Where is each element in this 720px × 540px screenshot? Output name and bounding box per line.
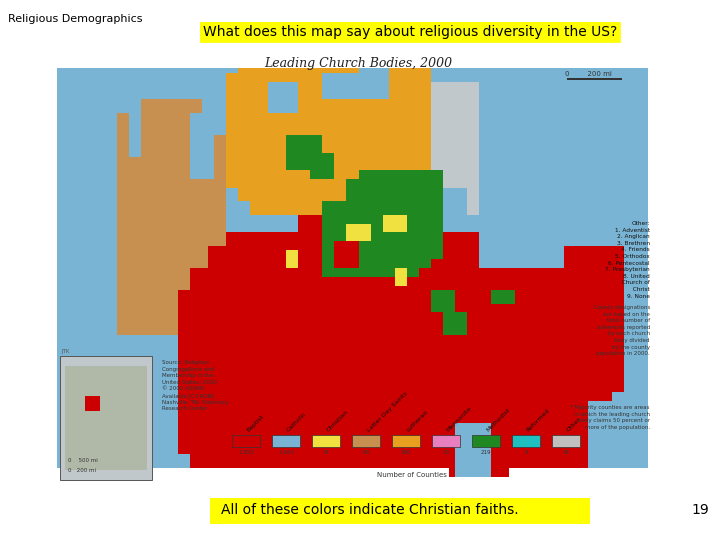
Bar	[443, 313, 467, 335]
Bar	[567, 78, 622, 80]
Bar	[117, 113, 178, 335]
Text: All of these colors indicate Christian faiths.: All of these colors indicate Christian f…	[221, 503, 519, 517]
Text: 72: 72	[323, 450, 330, 455]
Bar	[60, 356, 152, 480]
Bar	[85, 396, 100, 411]
Bar	[178, 290, 268, 455]
Bar	[395, 268, 407, 286]
Text: 1,352: 1,352	[238, 450, 254, 455]
Text: 10: 10	[443, 450, 449, 455]
Bar	[371, 188, 431, 250]
Bar	[334, 241, 359, 268]
Text: Mennonite: Mennonite	[446, 406, 473, 433]
Bar	[382, 215, 407, 233]
Bar	[57, 46, 660, 490]
Bar	[359, 170, 443, 259]
Bar	[286, 135, 323, 170]
Text: Religious Demographics: Religious Demographics	[8, 14, 143, 24]
Bar	[479, 68, 648, 268]
Bar	[226, 73, 389, 188]
Text: Other:
1. Adventist
2. Anglican
3. Brethren
4. Friends
5. Orthodox
6. Pentecosta: Other: 1. Adventist 2. Anglican 3. Breth…	[606, 221, 650, 299]
Bar	[57, 68, 648, 468]
Bar	[189, 277, 286, 445]
Bar	[443, 410, 467, 468]
Bar	[310, 153, 334, 179]
Bar	[65, 366, 147, 470]
Bar	[57, 46, 660, 490]
Text: Source: Religious
Congregations and
Membership in the
United States: 2000
© 2002: Source: Religious Congregations and Memb…	[162, 360, 229, 411]
Bar	[552, 435, 580, 447]
Bar	[57, 201, 105, 423]
Bar	[200, 22, 620, 42]
Bar	[298, 215, 323, 233]
Bar	[491, 68, 648, 246]
Bar	[141, 99, 202, 290]
Bar	[491, 290, 516, 303]
Bar	[392, 435, 420, 447]
Text: Christian: Christian	[326, 409, 349, 433]
Bar	[432, 435, 460, 447]
Text: Other: Other	[566, 417, 582, 433]
Bar	[250, 68, 431, 215]
Text: Reformed: Reformed	[526, 408, 551, 433]
Bar	[564, 246, 624, 393]
Bar	[210, 498, 590, 524]
Text: Leading Church Bodies, 2000: Leading Church Bodies, 2000	[264, 57, 453, 71]
Bar	[389, 82, 479, 170]
Text: 35: 35	[562, 450, 570, 455]
Text: 219: 219	[481, 450, 491, 455]
Bar	[208, 246, 575, 468]
Bar	[552, 268, 612, 401]
Bar	[323, 73, 359, 99]
Text: 1,164: 1,164	[278, 450, 294, 455]
Text: 250: 250	[401, 450, 411, 455]
Bar	[130, 99, 189, 321]
Bar	[286, 250, 298, 268]
Bar	[200, 22, 620, 42]
Bar	[449, 401, 509, 477]
Bar	[130, 99, 141, 157]
Text: 60: 60	[362, 450, 369, 455]
Text: Methodist: Methodist	[486, 408, 511, 433]
Bar	[268, 82, 298, 113]
Text: Latter Day Saints: Latter Day Saints	[366, 391, 408, 433]
Bar	[455, 423, 491, 477]
Text: Number of Counties: Number of Counties	[377, 472, 447, 478]
Bar	[232, 435, 260, 447]
Bar	[352, 435, 380, 447]
Bar	[512, 435, 540, 447]
Text: 9: 9	[524, 450, 528, 455]
Text: 19: 19	[691, 503, 709, 517]
Bar	[189, 113, 214, 179]
Text: 0    500 mi: 0 500 mi	[68, 458, 98, 463]
Bar	[431, 135, 491, 188]
Text: * Majority counties are areas
in which the leading church
body claims 50 percent: * Majority counties are areas in which t…	[570, 405, 650, 430]
Text: Baptist: Baptist	[246, 414, 265, 433]
Bar	[359, 68, 389, 99]
Bar	[346, 224, 371, 241]
Bar	[346, 179, 431, 268]
Bar	[57, 68, 117, 201]
Text: 0        200 mi: 0 200 mi	[565, 71, 612, 77]
Bar	[431, 290, 455, 313]
Text: 0   200 mi: 0 200 mi	[68, 468, 96, 473]
Bar	[323, 201, 419, 277]
Bar	[226, 233, 588, 468]
Text: County designations
are based on the
total number of
adherents reported
by each : County designations are based on the tot…	[593, 305, 650, 356]
Bar	[57, 68, 105, 233]
Text: Catholic: Catholic	[286, 411, 307, 433]
Bar	[178, 135, 226, 277]
Bar	[189, 268, 570, 468]
Bar	[467, 144, 527, 215]
Text: JTK: JTK	[61, 349, 69, 354]
Bar	[472, 435, 500, 447]
Bar	[312, 435, 340, 447]
Text: Lutheran: Lutheran	[406, 409, 430, 433]
Text: What does this map say about religious diversity in the US?: What does this map say about religious d…	[203, 25, 617, 39]
Bar	[238, 68, 407, 201]
Bar	[272, 435, 300, 447]
